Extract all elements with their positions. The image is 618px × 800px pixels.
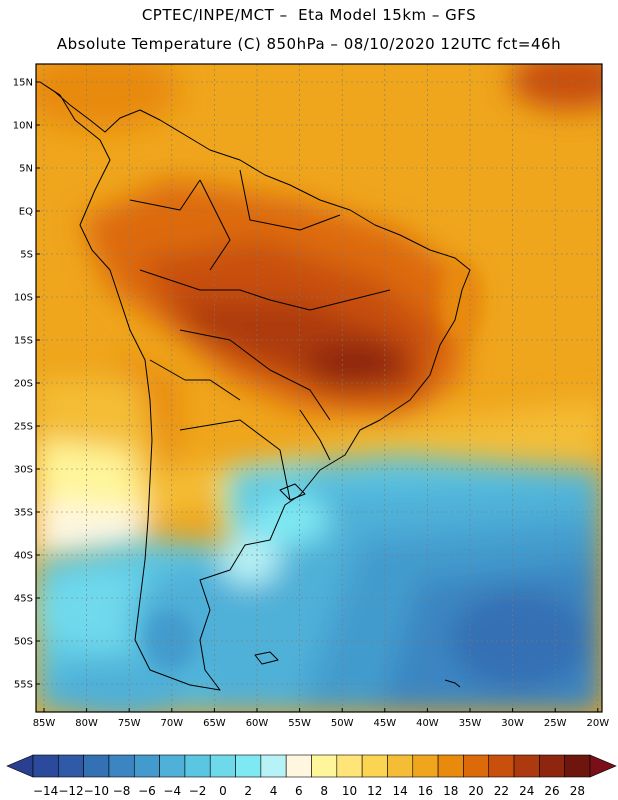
colorbar-high-arrow [589, 754, 617, 778]
lat-label: 10N [13, 121, 33, 132]
colorbar-segment [564, 754, 591, 778]
colorbar-segment [32, 754, 59, 778]
longitude-labels: 85W 80W 75W 70W 65W 60W 55W 50W 45W 40W 35W 30W 25W 2… [33, 708, 609, 729]
colorbar-low-arrow [6, 754, 34, 778]
colorbar-label: 26 [544, 784, 559, 798]
colorbar: −14 −12 −10 −8 −6 −4 −2 0 2 4 6 8 10 12 14 16 18 20 22 24 26… [6, 754, 617, 798]
colorbar-label: 20 [468, 784, 483, 798]
lat-label: 25S [14, 422, 33, 433]
colorbar-segment [463, 754, 490, 778]
colorbar-label: 6 [295, 784, 303, 798]
colorbar-label: −8 [113, 784, 131, 798]
lat-label: 40S [14, 551, 33, 562]
lat-label: 30S [14, 465, 33, 476]
chart-title-line2: Absolute Temperature (C) 850hPa – 08/10/… [56, 35, 562, 53]
lon-label: 25W [544, 718, 567, 729]
colorbar-label: 16 [418, 784, 433, 798]
lat-label: EQ [19, 207, 33, 218]
colorbar-segment [260, 754, 287, 778]
lon-label: 30W [501, 718, 524, 729]
colorbar-segment [58, 754, 84, 778]
lon-label: 20W [586, 718, 609, 729]
colorbar-label: 4 [270, 784, 278, 798]
colorbar-label: 18 [443, 784, 458, 798]
colorbar-segment [437, 754, 464, 778]
colorbar-label: −4 [163, 784, 181, 798]
lon-label: 55W [288, 718, 311, 729]
lat-label: 55S [14, 680, 33, 691]
lat-label: 10S [14, 293, 33, 304]
lat-label: 5S [20, 250, 33, 261]
colorbar-label: −14 [33, 784, 58, 798]
colorbar-segment [311, 754, 338, 778]
colorbar-label: 2 [244, 784, 252, 798]
colorbar-label: 10 [342, 784, 357, 798]
colorbar-segment [513, 754, 540, 778]
colorbar-label: −6 [138, 784, 156, 798]
colorbar-segment [159, 754, 186, 778]
lat-label: 20S [14, 379, 33, 390]
colorbar-label: −10 [84, 784, 109, 798]
colorbar-label: 24 [519, 784, 534, 798]
lon-label: 85W [33, 718, 56, 729]
colorbar-label: −2 [189, 784, 207, 798]
colorbar-segment [387, 754, 414, 778]
colorbar-segment [412, 754, 439, 778]
lat-lon-grid [36, 64, 602, 712]
lon-label: 35W [459, 718, 482, 729]
chart-title-line1: CPTEC/INPE/MCT – Eta Model 15km – GFS [141, 6, 477, 24]
lon-label: 40W [416, 718, 439, 729]
colorbar-segment [209, 754, 236, 778]
colorbar-label: 22 [494, 784, 509, 798]
colorbar-segment [235, 754, 262, 778]
colorbar-label: −12 [58, 784, 83, 798]
lon-label: 80W [75, 718, 98, 729]
colorbar-segment [361, 754, 388, 778]
lat-label: 15S [14, 336, 33, 347]
colorbar-segment [336, 754, 363, 778]
lat-label: 35S [14, 508, 33, 519]
colorbar-segment [184, 754, 211, 778]
lat-label: 50S [14, 637, 33, 648]
colorbar-segment [83, 754, 110, 778]
lon-label: 70W [160, 718, 183, 729]
colorbar-segment [285, 754, 312, 778]
lat-label: 15N [13, 78, 33, 89]
lon-label: 75W [118, 718, 141, 729]
colorbar-segment [539, 754, 565, 778]
map-frame [35, 63, 603, 713]
lat-label: 45S [14, 594, 33, 605]
lon-label: 50W [331, 718, 354, 729]
colorbar-label: 12 [367, 784, 382, 798]
lat-label: 5N [19, 164, 33, 175]
lon-label: 45W [373, 718, 396, 729]
latitude-labels: 15N 10N 5N EQ 5S 10S 15S 20S 25S 30S 35S 40S 45S 50S 5… [13, 78, 40, 691]
colorbar-segment [108, 754, 135, 778]
temperature-field [36, 64, 602, 712]
lon-label: 65W [203, 718, 226, 729]
colorbar-label: 14 [392, 784, 407, 798]
colorbar-label: 0 [219, 784, 227, 798]
coastline-borders [39, 81, 471, 691]
colorbar-segment [133, 754, 160, 778]
colorbar-label: 28 [570, 784, 585, 798]
colorbar-segment [488, 754, 515, 778]
colorbar-label: 8 [320, 784, 328, 798]
lon-label: 60W [246, 718, 269, 729]
